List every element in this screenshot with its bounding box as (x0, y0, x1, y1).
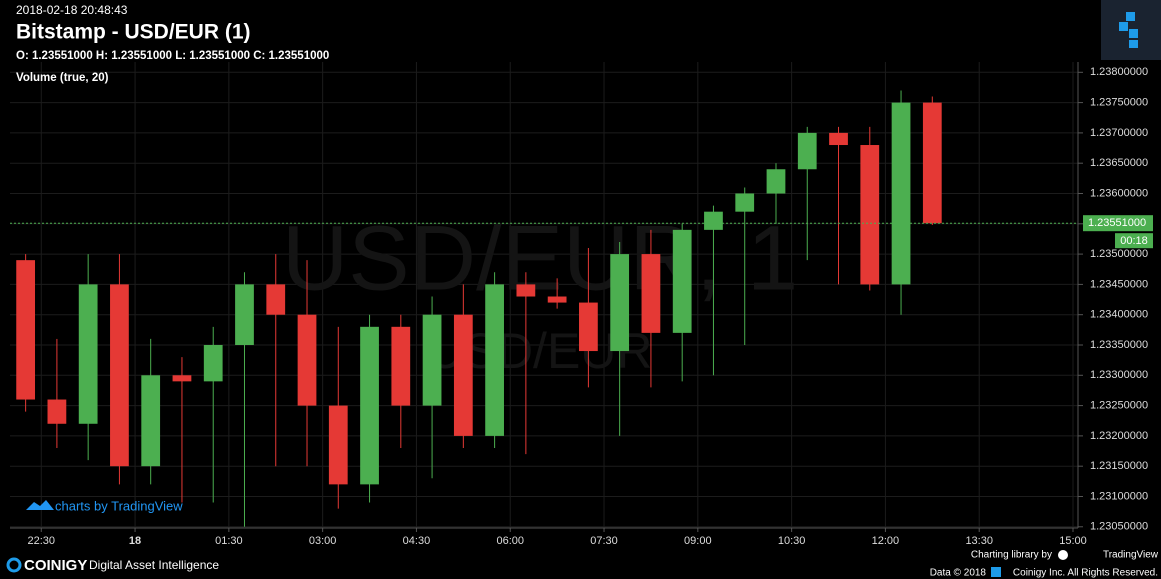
y-tick-label: 1.23650000 (1090, 157, 1148, 169)
last-price-box (1083, 215, 1153, 232)
candle-body (453, 314, 473, 436)
y-tick-label: 1.23600000 (1090, 187, 1148, 199)
y-tick-label: 1.23200000 (1090, 430, 1148, 442)
candle-body (922, 102, 942, 224)
y-tick-label: 1.23450000 (1090, 278, 1148, 290)
logo-icon (1119, 12, 1138, 48)
candle-body (47, 399, 67, 424)
y-tick-label: 1.23250000 (1090, 399, 1148, 411)
candle-body (328, 405, 348, 485)
y-tick-label: 1.23050000 (1090, 521, 1148, 533)
y-tick-label: 1.23700000 (1090, 127, 1148, 139)
countdown-label: 00:18 (1120, 235, 1148, 247)
tradingview-link[interactable]: charts by TradingView (55, 498, 183, 513)
x-tick-label: 07:30 (590, 535, 618, 547)
x-tick-label: 04:30 (403, 535, 431, 547)
candle-body (360, 326, 379, 485)
candle-body (485, 284, 504, 436)
ohlc: O: 1.23551000 H: 1.23551000 L: 1.2355100… (16, 50, 329, 62)
candle-body (579, 302, 598, 352)
library-text: Charting library by (971, 550, 1052, 561)
timestamp: 2018-02-18 20:48:43 (16, 3, 128, 17)
y-tick-label: 1.23100000 (1090, 490, 1148, 502)
candle-body (641, 254, 661, 333)
y-tick-label: 1.23300000 (1090, 369, 1148, 381)
candle-body (610, 254, 630, 352)
indicator-label: Volume (true, 20) (16, 72, 109, 84)
x-tick-label: 15:00 (1059, 535, 1087, 547)
x-tick-label: 03:00 (309, 535, 337, 547)
last-price-label: 1.23551000 (1088, 217, 1146, 229)
candle-body (297, 314, 317, 406)
candle-body (704, 211, 723, 230)
candle-body (672, 229, 692, 333)
y-tick-label: 1.23400000 (1090, 309, 1148, 321)
candle-body (735, 193, 755, 212)
candle-body (235, 284, 254, 345)
tradingview-icon (26, 500, 54, 510)
axes: 1.23050000 1.23100000 1.23150000 1.23200000… (27, 66, 1153, 547)
candle-body (891, 102, 911, 285)
x-tick-label: 01:30 (215, 535, 243, 547)
library-name[interactable]: TradingView (1103, 550, 1159, 561)
candle-body (391, 326, 411, 406)
library-icon (1058, 550, 1068, 560)
candle-body (516, 284, 536, 297)
x-tick-label: 22:30 (27, 535, 55, 547)
x-tick-label: 18 (129, 535, 141, 547)
candle-body (422, 314, 442, 406)
candle-body (110, 284, 129, 467)
x-tick-label: 13:30 (965, 535, 993, 547)
coinigy-icon (991, 567, 1001, 577)
y-tick-label: 1.23350000 (1090, 339, 1148, 351)
x-tick-label: 06:00 (496, 535, 524, 547)
y-tick-label: 1.23150000 (1090, 460, 1148, 472)
candle-body (860, 145, 880, 285)
candle-body (829, 132, 848, 146)
candle-body (141, 375, 161, 467)
x-tick-label: 12:00 (872, 535, 900, 547)
candle-body (547, 296, 567, 303)
title: Bitstamp - USD/EUR (1) (16, 21, 251, 44)
x-tick-label: 09:00 (684, 535, 712, 547)
tagline: Digital Asset Intelligence (89, 558, 219, 572)
y-tick-label: 1.23750000 (1090, 97, 1148, 109)
coinigy-logo: COINIGY (6, 557, 87, 574)
candle-body (203, 344, 223, 382)
rights: Coinigy Inc. All Rights Reserved. (1013, 568, 1158, 579)
candle-body (797, 132, 817, 170)
x-tick-label: 10:30 (778, 535, 806, 547)
candles (10, 90, 1078, 527)
candle-body (78, 284, 98, 424)
logo-text: COINIGY (24, 557, 87, 574)
candle-body (16, 260, 36, 400)
data-year: Data © 2018 (930, 568, 987, 579)
candle-body (266, 284, 286, 315)
candle-body (172, 375, 192, 382)
candle-body (766, 169, 786, 194)
countdown-box (1115, 233, 1153, 249)
y-tick-label: 1.23500000 (1090, 248, 1148, 260)
y-tick-label: 1.23800000 (1090, 66, 1148, 78)
